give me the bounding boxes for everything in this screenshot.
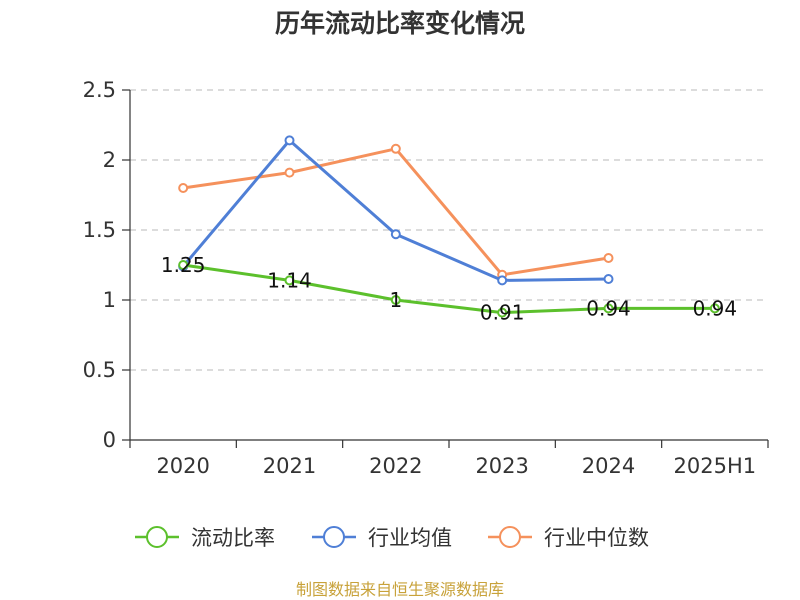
y-tick-label: 1 [103, 288, 116, 312]
x-tick-label: 2021 [263, 454, 316, 478]
data-label: 1.25 [161, 253, 206, 277]
series-point-1 [284, 135, 295, 146]
series-line-2 [182, 147, 609, 277]
data-source-note: 制图数据来自恒生聚源数据库 [296, 580, 504, 599]
series-point-0 [178, 260, 189, 270]
data-label: 0.94 [586, 296, 631, 320]
x-tick-label: 2023 [475, 454, 528, 478]
y-tick-label: 2.5 [83, 78, 116, 102]
series-point-0 [709, 303, 720, 314]
data-label: 1 [389, 288, 402, 312]
data-label: 1.14 [267, 268, 312, 292]
legend-swatch-marker [323, 526, 345, 548]
chart-title: 历年流动比率变化情况 [275, 9, 525, 38]
series-point-1 [603, 274, 614, 284]
y-tick-label: 2 [103, 148, 116, 172]
legend-label: 行业中位数 [544, 526, 649, 550]
series-point-2 [284, 167, 295, 178]
series-point-0 [497, 307, 508, 318]
x-tick-label: 2020 [156, 454, 209, 478]
data-label: 0.91 [480, 301, 525, 325]
series-point-2 [603, 253, 614, 263]
series-point-1 [390, 229, 401, 240]
y-tick-label: 1.5 [83, 218, 116, 242]
series-point-1 [497, 275, 508, 286]
x-tick-label: 2024 [582, 454, 635, 478]
data-label: 0.94 [693, 296, 738, 320]
series-line-1 [182, 138, 609, 282]
legend-swatch-marker [146, 526, 168, 548]
series-point-2 [390, 143, 401, 154]
x-tick-label: 2025H1 [674, 454, 757, 478]
x-tick-label: 2022 [369, 454, 422, 478]
series-point-0 [284, 275, 295, 286]
legend-label: 流动比率 [191, 526, 275, 550]
y-tick-label: 0.5 [83, 358, 116, 382]
y-tick-label: 0 [103, 428, 116, 452]
series-point-0 [603, 303, 614, 314]
series-line-0 [182, 263, 715, 315]
series-point-0 [390, 295, 401, 305]
series-point-2 [178, 183, 189, 193]
legend-swatch-marker [499, 526, 521, 548]
legend-label: 行业均值 [368, 526, 452, 550]
